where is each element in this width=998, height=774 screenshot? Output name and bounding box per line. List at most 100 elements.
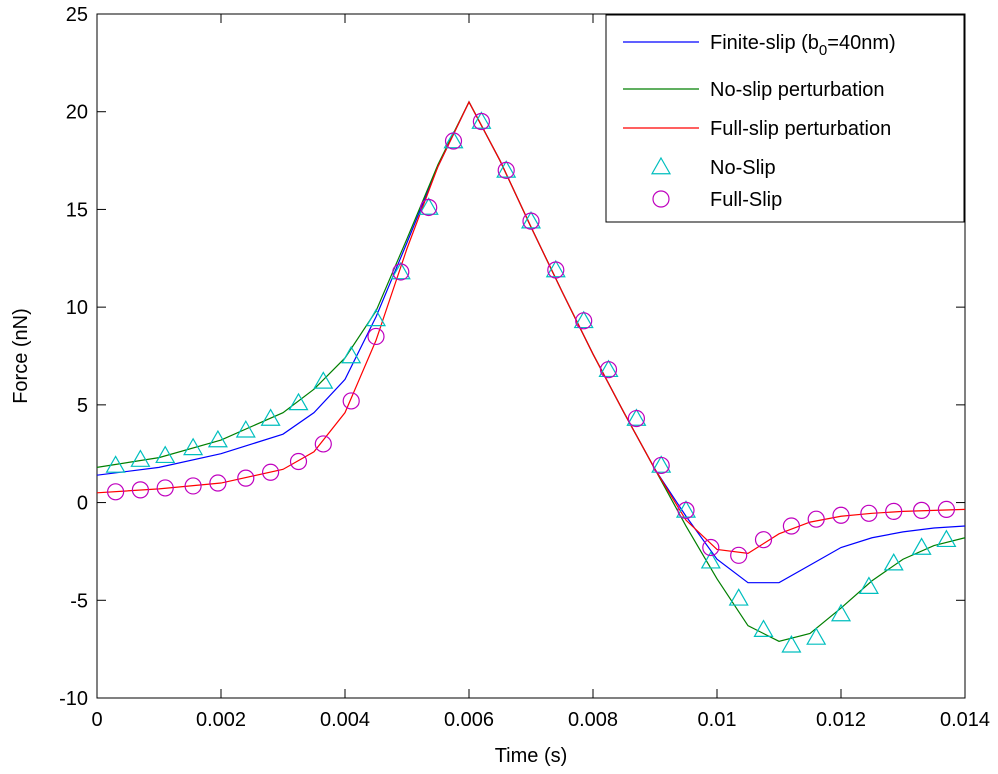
y-tick-label: 25	[66, 4, 88, 26]
y-tick-label: 20	[66, 102, 88, 124]
triangle-marker	[235, 420, 256, 438]
circle-marker	[807, 510, 825, 528]
triangle-marker	[496, 160, 517, 178]
legend-swatch-triangle	[650, 156, 672, 175]
triangle-marker	[626, 408, 647, 426]
legend-swatch-circle	[652, 190, 670, 208]
legend-box	[605, 14, 965, 223]
x-tick-label: 0.008	[568, 709, 618, 731]
triangle-marker	[700, 550, 721, 569]
circle-marker	[730, 546, 748, 564]
triangle-marker	[806, 627, 827, 645]
legend-label-text: No-Slip	[710, 157, 776, 179]
circle-marker	[832, 506, 850, 524]
circle-marker	[547, 261, 565, 279]
triangle-marker	[728, 588, 749, 606]
triangle-marker	[573, 310, 594, 329]
triangle-marker	[390, 261, 411, 280]
circle-marker	[937, 500, 956, 519]
triangle-marker	[883, 552, 904, 571]
triangle-marker	[365, 308, 387, 327]
legend-label: No-Slip	[710, 157, 776, 179]
triangle-marker	[313, 371, 334, 389]
triangle-marker	[155, 445, 176, 464]
triangle-marker	[675, 500, 697, 518]
circle-marker	[367, 327, 385, 346]
triangle-marker	[341, 345, 362, 364]
series-4	[105, 111, 957, 653]
x-tick-label: 0.004	[320, 709, 370, 731]
circle-marker	[627, 409, 646, 428]
triangle-marker	[443, 130, 464, 149]
y-tick-label: -10	[59, 688, 88, 710]
circle-marker	[599, 361, 618, 379]
triangle-marker	[753, 619, 774, 637]
circle-marker	[885, 502, 903, 520]
legend-label-text: Finite-slip (b	[710, 32, 819, 54]
triangle-marker	[418, 197, 439, 215]
legend-label-suffix: =40nm)	[827, 32, 895, 54]
legend-label-subscript: 0	[819, 42, 827, 59]
legend-label: Full-slip perturbation	[710, 118, 891, 140]
y-tick-label: 10	[66, 297, 88, 319]
circle-marker	[237, 469, 255, 487]
triangle-marker	[781, 635, 802, 653]
triangle-marker	[598, 359, 619, 378]
circle-marker	[342, 392, 360, 410]
triangle-marker	[830, 603, 852, 622]
triangle-marker	[911, 537, 932, 555]
x-tick-label: 0.006	[444, 709, 494, 731]
circle-marker	[575, 312, 593, 330]
circle-marker	[314, 435, 332, 453]
circle-marker	[860, 504, 878, 522]
circle-marker	[754, 531, 773, 549]
y-tick-label: -5	[70, 590, 88, 612]
legend-label: Finite-slip (b0=40nm)	[710, 32, 896, 59]
triangle-marker	[936, 529, 957, 548]
triangle-marker	[288, 392, 309, 411]
circle-marker	[444, 132, 463, 150]
circle-marker	[420, 198, 438, 217]
y-tick-label: 5	[77, 395, 88, 417]
triangle-marker	[105, 455, 126, 473]
circle-marker	[677, 501, 695, 519]
tick-layer: 0 0.002 0.004 0.006 0.008 0.01 0.012 0.014 -10 -5…	[59, 4, 990, 731]
legend-label-text: No-slip perturbation	[710, 79, 885, 101]
triangle-marker	[207, 429, 228, 448]
x-axis-label: Time (s)	[495, 745, 568, 767]
series-5	[106, 112, 956, 564]
x-tick-label: 0.002	[196, 709, 246, 731]
circle-marker	[702, 538, 720, 557]
circle-marker	[106, 483, 125, 501]
x-tick-label: 0.012	[816, 709, 866, 731]
legend-label: No-slip perturbation	[710, 79, 885, 101]
circle-marker	[184, 477, 202, 495]
circle-marker	[912, 501, 931, 519]
legend: Finite-slip (b0=40nm) No-slip perturbatio…	[605, 14, 965, 223]
triangle-marker	[520, 210, 542, 229]
y-tick-label: 15	[66, 199, 88, 221]
triangle-marker	[545, 259, 566, 278]
triangle-marker	[183, 437, 204, 456]
triangle-marker	[858, 576, 879, 594]
legend-label: Full-Slip	[710, 189, 782, 211]
circle-marker	[782, 517, 801, 535]
y-tick-label: 0	[77, 493, 88, 515]
circle-marker	[156, 479, 174, 497]
triangle-marker	[130, 449, 151, 467]
circle-marker	[652, 456, 670, 475]
circle-marker	[209, 474, 227, 492]
circle-marker	[289, 452, 308, 471]
triangle-marker	[260, 408, 281, 426]
circle-marker	[392, 263, 410, 281]
circle-marker	[472, 112, 490, 131]
x-tick-label: 0	[91, 709, 102, 731]
circle-marker	[262, 463, 280, 481]
legend-label-text: Full-Slip	[710, 189, 782, 211]
series-layer	[96, 100, 966, 653]
triangle-marker	[471, 111, 492, 129]
x-tick-label: 0.01	[698, 709, 737, 731]
circle-marker	[522, 212, 540, 230]
circle-marker	[131, 481, 149, 499]
